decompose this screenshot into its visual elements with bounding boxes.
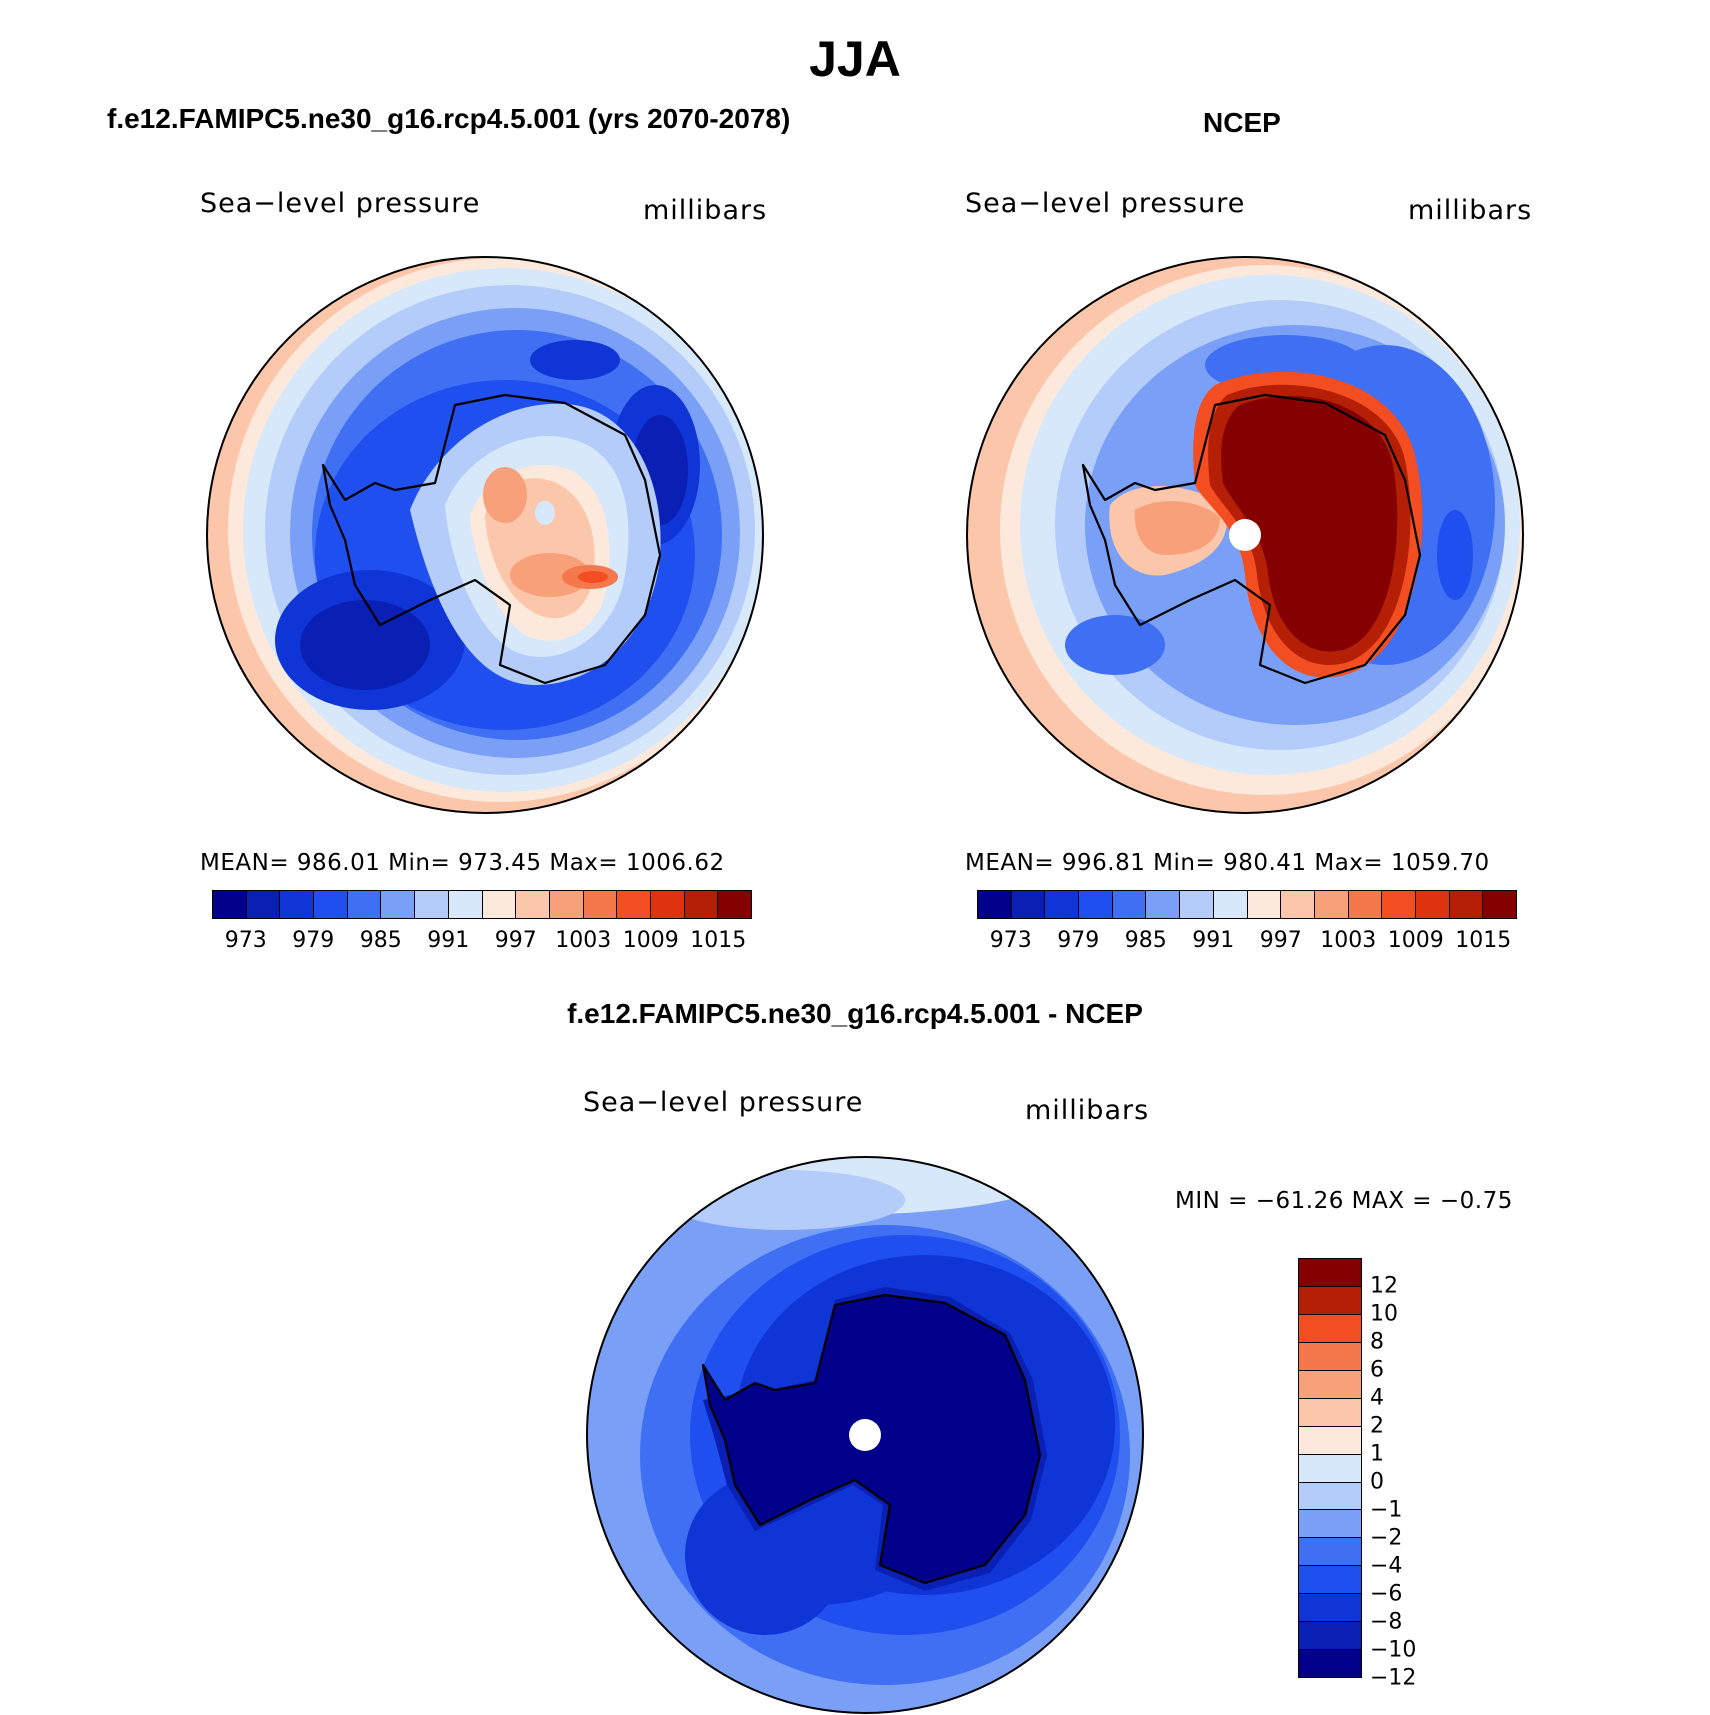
colorbar-swatch <box>1449 891 1484 918</box>
colorbar-swatch <box>1415 891 1450 918</box>
colorbar-swatch <box>1299 1510 1361 1539</box>
colorbar-swatch <box>1011 891 1046 918</box>
figure-title: JJA <box>809 31 901 87</box>
colorbar-swatch <box>1348 891 1383 918</box>
colorbar-swatch <box>347 891 382 918</box>
colorbar-tick-label: 1015 <box>1455 928 1512 953</box>
panel2-units-label: millibars <box>1408 195 1533 226</box>
colorbar-tick-label: 997 <box>1259 928 1302 953</box>
colorbar-swatch <box>1314 891 1349 918</box>
panel1-polar-map <box>206 256 764 814</box>
colorbar-tick-label: 1009 <box>622 928 679 953</box>
panel2-variable-label: Sea−level pressure <box>965 188 1246 219</box>
colorbar-tick-label: 1003 <box>1320 928 1377 953</box>
colorbar-swatch <box>1299 1566 1361 1595</box>
colorbar-tick-label: 10 <box>1370 1301 1398 1327</box>
colorbar-swatch <box>549 891 584 918</box>
colorbar-swatch <box>1299 1594 1361 1623</box>
colorbar-swatch <box>516 891 550 918</box>
colorbar-tick-label: 1009 <box>1387 928 1444 953</box>
panel2-polar-map <box>966 256 1524 814</box>
colorbar-swatch <box>1382 891 1416 918</box>
panel1-stats: MEAN= 986.01 Min= 973.45 Max= 1006.62 <box>200 850 725 876</box>
colorbar-tick-label: 1 <box>1370 1441 1384 1467</box>
colorbar-tick-label: −1 <box>1370 1497 1403 1523</box>
panel1-case-title: f.e12.FAMIPC5.ne30_g16.rcp4.5.001 (yrs 2… <box>107 103 791 134</box>
colorbar-tick-label: 985 <box>1124 928 1167 953</box>
colorbar-tick-label: 997 <box>494 928 537 953</box>
colorbar-swatch <box>381 891 416 918</box>
colorbar-swatch <box>482 891 517 918</box>
colorbar-tick-label: 2 <box>1370 1413 1384 1439</box>
colorbar-tick-label: 4 <box>1370 1385 1384 1411</box>
colorbar-tick-label: 1003 <box>555 928 612 953</box>
colorbar-tick-label: 991 <box>427 928 470 953</box>
panel1-variable-label: Sea−level pressure <box>200 188 481 219</box>
colorbar-swatch <box>617 891 651 918</box>
panel3-units-label: millibars <box>1025 1095 1150 1126</box>
colorbar-swatch <box>1299 1538 1361 1567</box>
colorbar-swatch <box>213 891 247 918</box>
colorbar-swatch <box>246 891 281 918</box>
panel3-case-title: f.e12.FAMIPC5.ne30_g16.rcp4.5.001 - NCEP <box>567 998 1143 1029</box>
colorbar-swatch <box>1299 1454 1361 1483</box>
colorbar-swatch <box>1079 891 1113 918</box>
colorbar-swatch <box>314 891 348 918</box>
colorbar-swatch <box>415 891 449 918</box>
colorbar-tick-label: 979 <box>1057 928 1100 953</box>
colorbar-swatch <box>280 891 315 918</box>
colorbar-tick-label: 991 <box>1192 928 1235 953</box>
panel1-colorbar <box>212 890 752 919</box>
colorbar-tick-label: −4 <box>1370 1553 1403 1579</box>
colorbar-swatch <box>1281 891 1315 918</box>
panel1-units-label: millibars <box>643 195 768 226</box>
colorbar-swatch <box>1180 891 1214 918</box>
colorbar-swatch <box>1299 1426 1361 1455</box>
colorbar-tick-label: 12 <box>1370 1273 1398 1299</box>
panel2-case-title: NCEP <box>1203 107 1281 138</box>
colorbar-swatch <box>684 891 719 918</box>
panel3-stats: MIN = −61.26 MAX = −0.75 <box>1175 1188 1513 1214</box>
panel3-variable-label: Sea−level pressure <box>583 1087 864 1118</box>
colorbar-swatch <box>718 891 751 918</box>
panel2-stats: MEAN= 996.81 Min= 980.41 Max= 1059.70 <box>965 850 1490 876</box>
colorbar-swatch <box>1299 1622 1361 1651</box>
colorbar-tick-label: −12 <box>1370 1665 1417 1691</box>
colorbar-swatch <box>1299 1259 1361 1287</box>
colorbar-tick-label: −6 <box>1370 1581 1403 1607</box>
colorbar-swatch <box>1247 891 1282 918</box>
colorbar-swatch <box>1045 891 1080 918</box>
colorbar-tick-label: 6 <box>1370 1357 1384 1383</box>
colorbar-swatch <box>1299 1398 1361 1427</box>
panel2-colorbar <box>977 890 1517 919</box>
colorbar-tick-label: 973 <box>989 928 1032 953</box>
colorbar-tick-label: 0 <box>1370 1469 1384 1495</box>
colorbar-tick-label: −8 <box>1370 1609 1403 1635</box>
colorbar-tick-label: 979 <box>292 928 335 953</box>
colorbar-swatch <box>1146 891 1181 918</box>
colorbar-swatch <box>650 891 685 918</box>
colorbar-swatch <box>1299 1650 1361 1678</box>
colorbar-swatch <box>1483 891 1516 918</box>
colorbar-swatch <box>1112 891 1147 918</box>
colorbar-tick-label: 985 <box>359 928 402 953</box>
colorbar-swatch <box>1299 1314 1361 1343</box>
colorbar-tick-label: 1015 <box>690 928 747 953</box>
colorbar-tick-label: −10 <box>1370 1637 1417 1663</box>
colorbar-swatch <box>1299 1370 1361 1399</box>
colorbar-swatch <box>1299 1342 1361 1371</box>
panel3-colorbar <box>1298 1258 1362 1678</box>
colorbar-tick-label: 973 <box>224 928 267 953</box>
colorbar-swatch <box>448 891 483 918</box>
colorbar-tick-label: −2 <box>1370 1525 1403 1551</box>
colorbar-swatch <box>1299 1482 1361 1511</box>
colorbar-tick-label: 8 <box>1370 1329 1384 1355</box>
colorbar-swatch <box>1213 891 1248 918</box>
colorbar-swatch <box>1299 1286 1361 1315</box>
colorbar-swatch <box>583 891 618 918</box>
colorbar-swatch <box>978 891 1012 918</box>
panel3-polar-map <box>586 1156 1144 1714</box>
